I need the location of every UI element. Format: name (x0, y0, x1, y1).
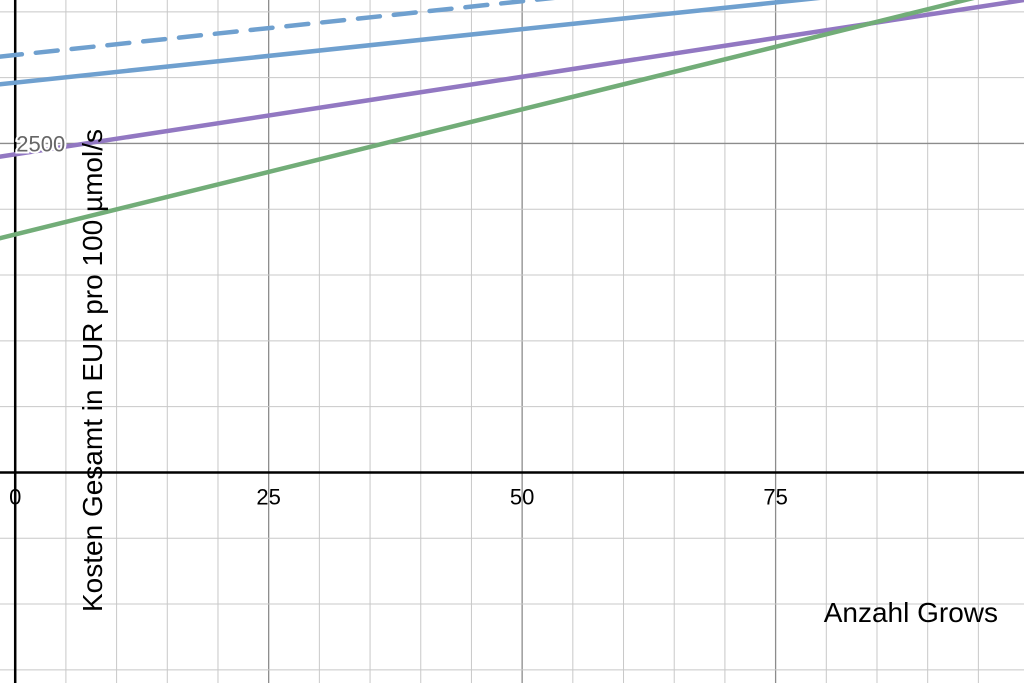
x-axis-label: Anzahl Grows (824, 597, 998, 628)
y-axis-label: Kosten Gesamt in EUR pro 100 µmol/s (77, 129, 108, 612)
series-lines (0, 0, 1024, 241)
x-tick-label: 50 (510, 484, 534, 509)
x-tick-label: 0 (9, 484, 21, 509)
y-tick-label: 2500 (16, 131, 65, 156)
series-line-1 (0, 0, 556, 59)
series-line-4 (0, 0, 975, 241)
series-line-2 (0, 0, 821, 87)
x-tick-label: 75 (763, 484, 787, 509)
x-tick-label: 25 (256, 484, 280, 509)
tick-labels: 0 25 50 75 2500 (9, 129, 788, 509)
